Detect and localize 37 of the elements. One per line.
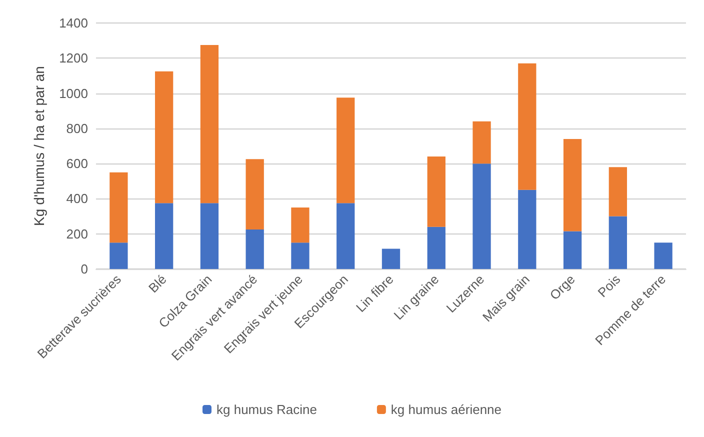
bar	[246, 229, 264, 269]
bar	[382, 248, 400, 269]
bar	[110, 242, 128, 269]
y-tick-label: 600	[66, 156, 88, 172]
bar	[200, 44, 219, 204]
bar	[336, 98, 355, 204]
y-tick-label: 200	[66, 226, 88, 242]
bar	[563, 138, 582, 232]
bar	[291, 242, 310, 269]
bar	[427, 156, 446, 227]
bar	[518, 63, 536, 190]
bar	[110, 172, 128, 243]
bar	[472, 164, 491, 269]
bar	[336, 203, 355, 269]
y-tick-label: 1400	[59, 16, 88, 30]
legend-label: kg humus aérienne	[390, 402, 502, 417]
bar	[472, 121, 491, 164]
y-tick-label: 1200	[59, 50, 88, 66]
bar	[200, 203, 219, 269]
y-tick-label: 400	[66, 191, 88, 206]
bar	[155, 203, 174, 269]
bar	[246, 159, 264, 230]
bar	[563, 231, 582, 269]
bar	[291, 208, 310, 243]
bar	[608, 216, 627, 269]
bar	[155, 71, 174, 204]
x-tick-label: Pois	[594, 271, 624, 300]
x-tick-label: Blé	[145, 272, 170, 296]
legend-label: kg humus Racine	[216, 402, 317, 417]
bar	[654, 242, 672, 269]
y-tick-label: 800	[66, 120, 88, 136]
bar	[518, 190, 536, 269]
y-axis-title: Kg d'humus / ha et par an	[31, 66, 47, 226]
y-tick-label: 1000	[59, 86, 88, 101]
bar	[427, 226, 446, 269]
y-tick-label: 0	[80, 262, 88, 276]
bar	[608, 167, 627, 216]
